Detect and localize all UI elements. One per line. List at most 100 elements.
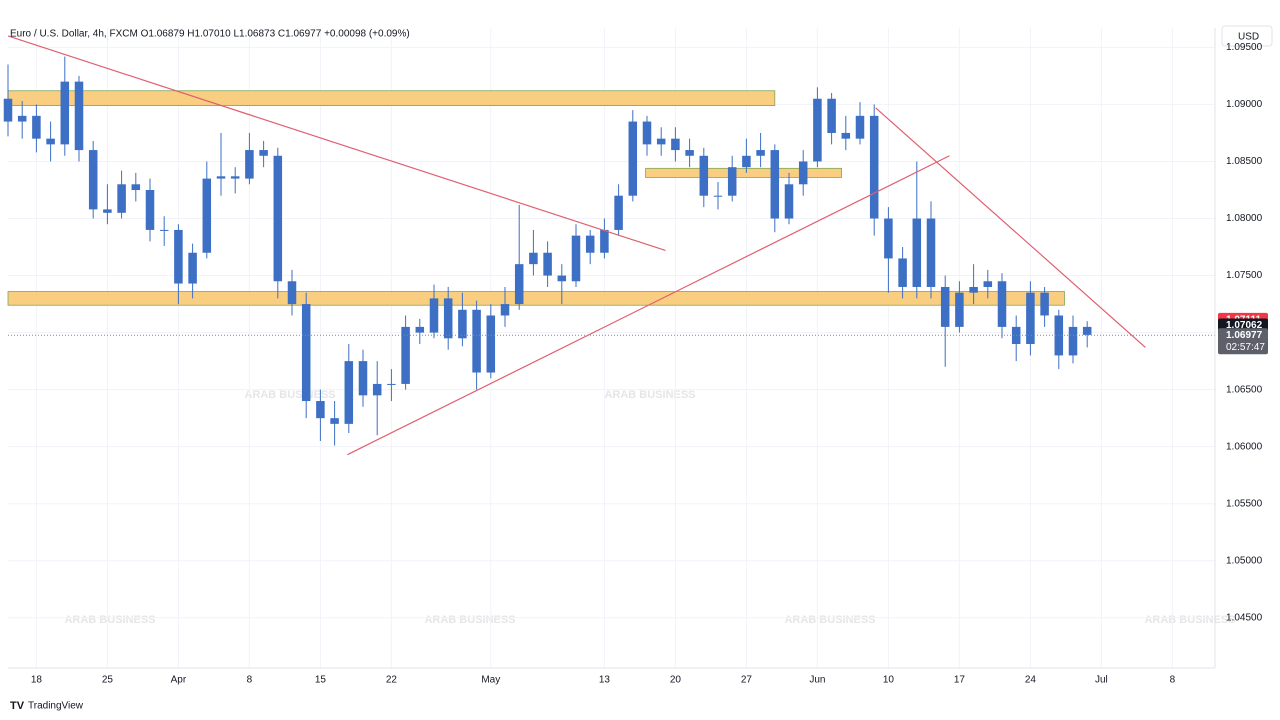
x-tick-label: 8 [247,675,253,686]
candle-body [117,184,126,213]
candle-body [443,298,453,339]
candle-body [841,132,851,139]
candle-body [756,150,765,156]
x-tick-label: Jul [1095,675,1108,686]
x-tick-label: Jun [809,675,825,686]
candle-body [770,150,780,219]
candle-body [529,252,538,265]
x-tick-label: 13 [599,675,611,686]
candle-body [174,229,183,284]
candle-body [387,383,396,385]
candle-body [1040,292,1049,316]
watermark: ARAB BUSINESS [604,389,695,401]
candle-body [685,150,694,156]
candle-body [798,161,808,185]
candle-body [401,326,410,384]
x-tick-label: 27 [741,675,753,686]
candle-body [330,418,339,424]
watermark: ARAB BUSINESS [64,614,155,626]
candle-body [17,115,27,122]
candle-body [969,286,978,293]
candle-body [869,115,879,219]
candle-body [358,361,368,396]
candle-body [642,121,652,145]
candle-body [32,115,41,139]
candle-body [159,229,169,231]
candle-body [415,326,425,333]
brand: TradingView [28,701,84,712]
candle-body [429,298,439,333]
candle-body [912,218,922,287]
candle-body [514,264,524,305]
y-tick-label: 1.08000 [1226,213,1263,224]
candle-body [997,281,1007,327]
candle-body [543,252,552,276]
currency-button[interactable] [1221,25,1273,47]
candle-body [940,286,950,327]
candle-body [273,155,283,282]
candle-body [287,281,297,305]
candle-body [827,98,836,133]
price-label: 1.06977 [1226,330,1263,341]
currency[interactable]: USD [1238,32,1259,43]
x-tick-label: 22 [386,675,398,686]
candle-body [131,184,141,190]
candle-body [216,176,226,179]
candle-body [898,258,907,287]
candle-body [500,304,510,316]
candle-body [742,155,751,168]
candle-body [699,155,709,196]
x-tick-label: 15 [315,675,327,686]
x-tick-label: 8 [1170,675,1176,686]
candle-body [614,195,623,230]
candle-body [472,309,481,373]
y-tick-label: 1.06500 [1226,384,1263,395]
candle-body [3,98,13,122]
candle-body [926,218,936,287]
candle-body [344,361,354,424]
y-tick-label: 1.07500 [1226,270,1263,281]
candle-body [188,252,197,284]
brand-logo: TV [10,700,25,712]
candle-body [230,176,240,179]
x-tick-label: Apr [171,675,187,686]
trendline [347,155,950,456]
zone [645,167,842,178]
candle-body [557,275,567,282]
candle-body [372,383,382,396]
candle-body [585,235,595,253]
candle-body [103,209,112,213]
candle-body [855,115,865,139]
x-tick-label: 20 [670,675,682,686]
candle-body [202,178,212,253]
y-tick-label: 1.09500 [1226,42,1263,53]
candle-body [1082,326,1092,335]
candle-body [713,195,723,197]
candle-body [628,121,638,196]
candle-body [88,150,98,210]
x-tick-label: 17 [954,675,966,686]
y-tick-label: 1.09000 [1226,99,1263,110]
candle-body [60,81,70,145]
x-tick-label: 25 [102,675,114,686]
y-tick-label: 1.08500 [1226,156,1263,167]
candle-body [600,229,609,253]
candle-body [955,292,964,327]
candle-body [316,401,325,419]
candle-body [486,315,496,373]
candle-body [259,150,268,156]
candle-body [46,138,55,145]
watermark: ARAB BUSINESS [1144,614,1235,626]
x-tick-label: 18 [31,675,43,686]
candle-body [813,98,822,162]
x-tick-label: 10 [883,675,895,686]
price-label: 1.07062 [1226,320,1263,331]
watermark: ARAB BUSINESS [424,614,515,626]
candle-body [656,138,666,145]
countdown: 02:57:47 [1226,342,1265,353]
zone [7,90,776,106]
x-tick-label: 24 [1025,675,1037,686]
